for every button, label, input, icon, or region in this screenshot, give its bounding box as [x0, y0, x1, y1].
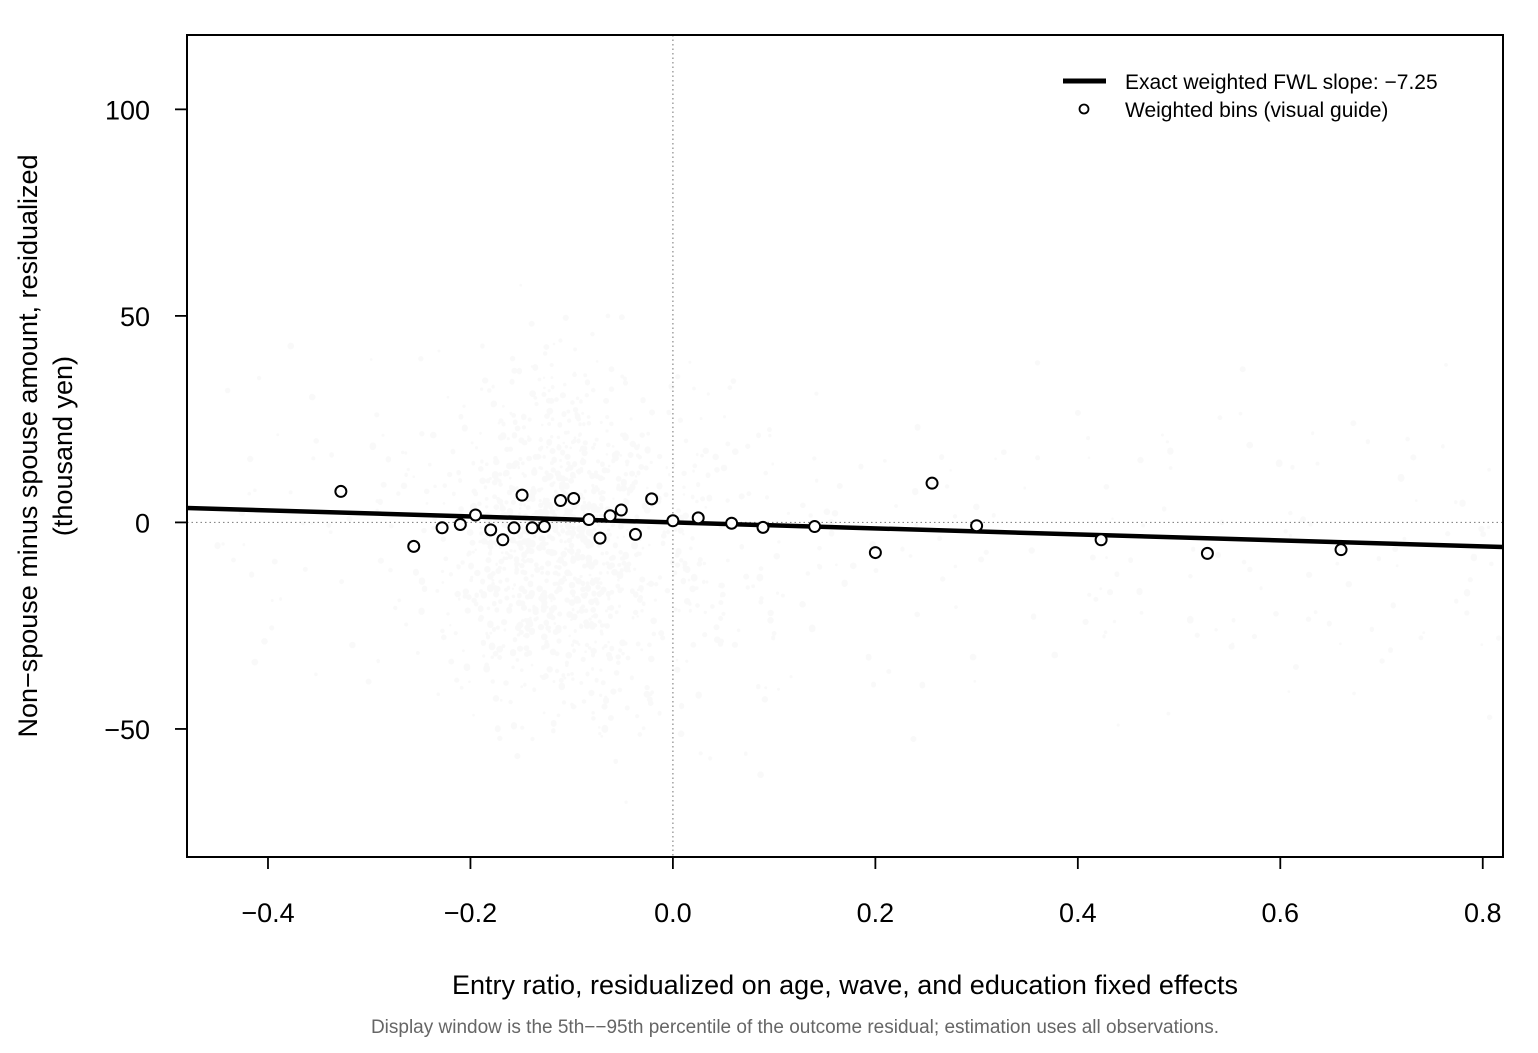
bin-point	[1094, 533, 1108, 547]
bin-point	[691, 511, 705, 525]
x-tick-label: 0.8	[1464, 898, 1502, 928]
fit-line-group	[186, 505, 1504, 550]
bin-point	[469, 508, 483, 522]
x-tick-label: 0.6	[1262, 898, 1300, 928]
y-axis-title: Non−spouse minus spouse amount, residual…	[13, 154, 78, 737]
x-tick-label: 0.4	[1059, 898, 1097, 928]
bin-point	[666, 514, 680, 528]
caption: Display window is the 5th−−95th percenti…	[371, 1017, 1219, 1038]
bin-point	[496, 533, 510, 547]
weighted-bins	[334, 476, 1348, 560]
bin-point	[567, 491, 581, 505]
plot-frame	[186, 34, 1504, 858]
y-axis-title-line-2: (thousand yen)	[48, 356, 78, 536]
bin-point	[756, 520, 770, 534]
reference-lines	[187, 35, 1503, 857]
bin-point	[868, 546, 882, 560]
bin-point	[525, 521, 539, 535]
raw-observation-points	[214, 283, 1502, 804]
y-tick-label: 0	[135, 508, 150, 538]
y-axis: −50 0 50 100	[104, 95, 187, 745]
bin-point	[507, 521, 521, 535]
y-axis-title-line-1: Non−spouse minus spouse amount, residual…	[13, 154, 43, 737]
bin-point	[484, 523, 498, 537]
raw-observation-cloud	[214, 283, 1502, 804]
bin-point	[435, 521, 449, 535]
bin-point	[725, 516, 739, 530]
fit-line	[186, 505, 1504, 550]
bin-point	[593, 531, 607, 545]
bin-point	[603, 509, 617, 523]
bin-point	[453, 517, 467, 531]
x-tick-label: −0.4	[241, 898, 294, 928]
bin-point	[645, 492, 659, 506]
bin-point	[925, 476, 939, 490]
y-tick-label: 100	[105, 95, 150, 125]
bin-point	[334, 484, 348, 498]
y-tick-label: 50	[120, 302, 150, 332]
bin-point	[407, 539, 421, 553]
bin-point	[554, 494, 568, 508]
bin-point	[537, 520, 551, 534]
bin-point	[628, 527, 642, 541]
bin-point	[515, 488, 529, 502]
legend-fit-line-label: Exact weighted FWL slope: −7.25	[1125, 71, 1438, 94]
bin-point	[970, 519, 984, 533]
bin-point	[1334, 543, 1348, 557]
bin-point	[582, 513, 596, 527]
x-tick-label: 0.2	[857, 898, 895, 928]
x-tick-label: −0.2	[444, 898, 497, 928]
legend-bin-swatch	[1078, 103, 1090, 115]
x-axis-title: Entry ratio, residualized on age, wave, …	[452, 970, 1238, 1000]
y-tick-label: −50	[104, 715, 150, 745]
x-tick-label: 0.0	[654, 898, 692, 928]
bin-point	[1200, 546, 1214, 560]
bin-point	[808, 520, 822, 534]
x-axis: −0.4 −0.2 0.0 0.2 0.4 0.6 0.8	[241, 857, 1502, 928]
legend: Exact weighted FWL slope: −7.25 Weighted…	[1063, 71, 1438, 122]
bin-point	[614, 503, 628, 517]
legend-bin-label: Weighted bins (visual guide)	[1125, 99, 1388, 122]
